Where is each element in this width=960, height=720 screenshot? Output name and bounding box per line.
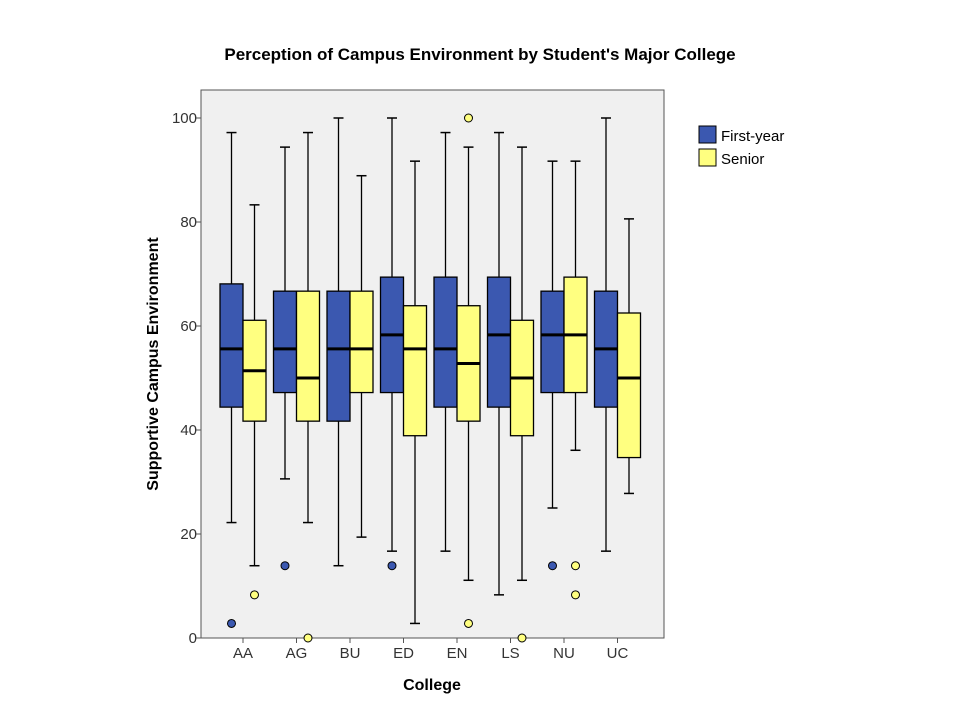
x-tick-label-ed: ED	[393, 645, 414, 662]
y-axis-label: Supportive Campus Environment	[145, 237, 162, 491]
iqr-box	[616, 312, 642, 459]
iqr-box	[540, 290, 565, 394]
box-first-year-nu	[540, 160, 565, 571]
box-first-year-ag	[272, 146, 298, 571]
iqr-box	[433, 276, 458, 408]
outlier-point	[464, 618, 473, 628]
legend-label-senior: Senior	[721, 151, 764, 168]
outlier-point	[464, 113, 473, 123]
x-tick-label-ag: AG	[286, 645, 308, 662]
legend-swatch-first-year	[698, 125, 717, 144]
box-senior-ed	[402, 160, 428, 625]
outlier-point	[517, 633, 527, 643]
box-senior-en	[456, 113, 481, 628]
box-senior-aa	[242, 204, 267, 600]
box-senior-ag	[295, 131, 321, 643]
y-axis: 0 20 40 60 80 100	[172, 110, 201, 647]
x-tick-label-bu: BU	[340, 645, 361, 662]
iqr-box	[295, 290, 321, 422]
legend-swatch-senior	[698, 148, 717, 167]
box-senior-bu	[349, 174, 374, 538]
iqr-box	[326, 290, 351, 422]
outlier-point	[280, 561, 290, 571]
box-first-year-uc	[593, 117, 619, 552]
x-tick-label-ls: LS	[501, 645, 519, 662]
box-senior-uc	[616, 218, 642, 495]
x-tick-label-uc: UC	[607, 645, 629, 662]
box-first-year-ls	[486, 131, 512, 596]
x-tick-label-aa: AA	[233, 645, 253, 662]
x-axis-label: College	[403, 677, 461, 694]
outlier-point	[387, 561, 397, 571]
y-tick-label: 80	[180, 214, 197, 231]
outlier-point	[571, 561, 580, 571]
x-tick-label-en: EN	[447, 645, 468, 662]
chart-title: Perception of Campus Environment by Stud…	[224, 45, 735, 64]
outlier-point	[571, 590, 580, 600]
box-series	[219, 113, 642, 643]
box-senior-ls	[509, 146, 535, 643]
x-axis: AA AG BU ED EN LS NU UC	[233, 638, 629, 662]
iqr-box	[486, 276, 512, 408]
y-tick-label: 20	[180, 526, 197, 543]
iqr-box	[219, 283, 244, 408]
y-tick-label: 0	[189, 630, 197, 647]
iqr-box	[349, 290, 374, 394]
y-tick-label: 60	[180, 318, 197, 335]
box-first-year-ed	[379, 117, 405, 571]
outlier-point	[250, 590, 259, 600]
y-tick-label: 40	[180, 422, 197, 439]
iqr-box	[402, 305, 428, 437]
y-tick-label: 100	[172, 110, 197, 127]
legend-label-first-year: First-year	[721, 128, 784, 145]
outlier-point	[303, 633, 313, 643]
iqr-box	[272, 290, 298, 394]
box-senior-nu	[563, 160, 588, 600]
outlier-point	[227, 618, 236, 628]
outlier-point	[548, 561, 557, 571]
x-tick-label-nu: NU	[553, 645, 575, 662]
box-first-year-en	[433, 131, 458, 552]
legend: First-year Senior	[698, 125, 784, 168]
